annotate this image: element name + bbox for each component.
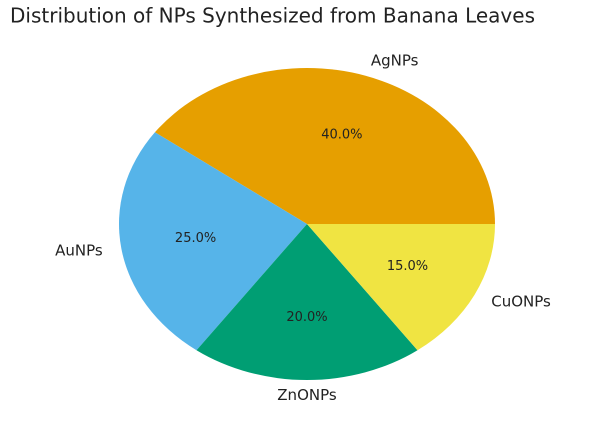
chart-title: Distribution of NPs Synthesized from Ban… [10, 4, 535, 28]
slice-label: CuONPs [491, 292, 551, 310]
percent-label: 15.0% [387, 259, 428, 274]
pie-slice [119, 132, 307, 351]
pie-slice [196, 224, 418, 381]
slice-label: AgNPs [371, 51, 419, 69]
percent-label: 20.0% [286, 310, 327, 325]
pie-slice [307, 224, 495, 351]
slice-label: ZnONPs [277, 386, 337, 404]
percent-label: 40.0% [321, 127, 362, 142]
slice-label: AuNPs [55, 241, 103, 259]
percent-label: 25.0% [175, 231, 216, 246]
pie-slice [154, 68, 496, 224]
